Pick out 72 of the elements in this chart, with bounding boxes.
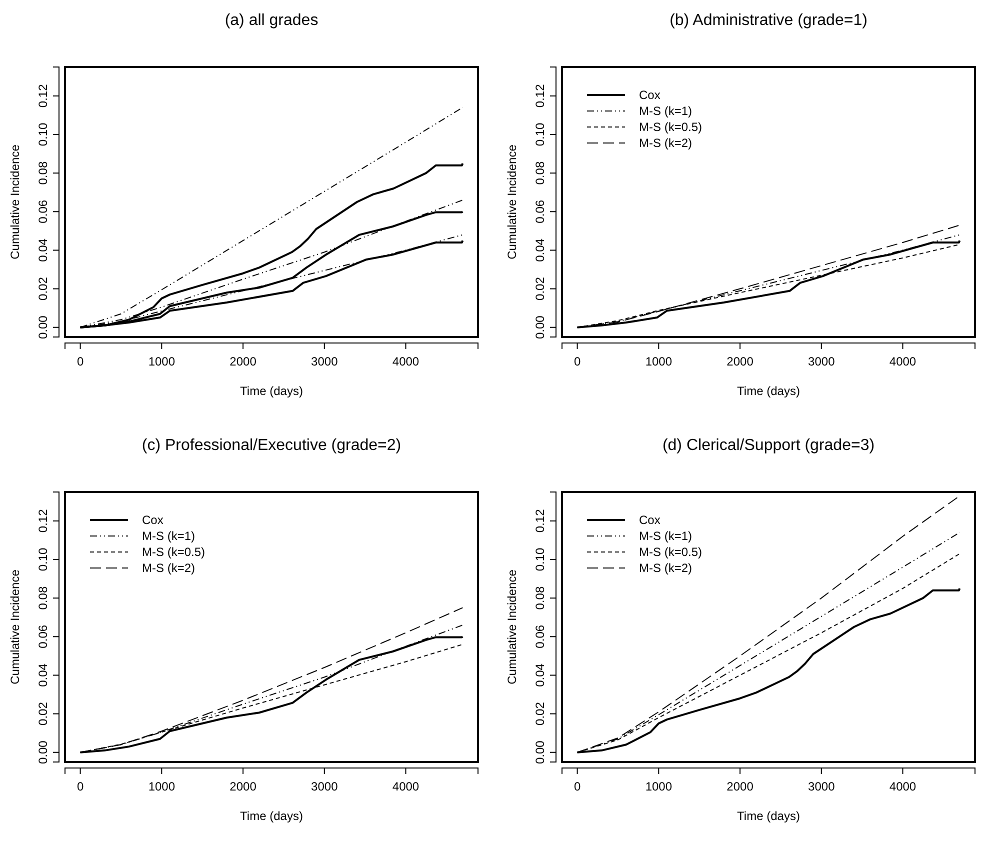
x-tick-label: 2000 <box>230 354 257 369</box>
legend-label: M-S (k=2) <box>639 136 692 150</box>
y-tick-label: 0.04 <box>36 663 50 687</box>
y-axis-title: Cumulative Incidence <box>505 144 519 260</box>
legend-label: M-S (k=1) <box>639 104 692 118</box>
y-tick-label: 0.08 <box>36 161 50 185</box>
y-tick-label: 0.10 <box>36 548 50 572</box>
chart-title: (b) Administrative (grade=1) <box>670 12 868 29</box>
y-tick-label: 0.00 <box>533 740 547 764</box>
x-tick-label: 1000 <box>148 354 176 369</box>
legend-label: Cox <box>142 513 164 527</box>
chart-title: (a) all grades <box>224 12 318 29</box>
y-tick-label: 0.08 <box>533 161 547 185</box>
x-axis-title: Time (days) <box>737 809 800 823</box>
y-tick-label: 0.06 <box>533 200 547 224</box>
y-axis-title: Cumulative Incidence <box>8 569 22 684</box>
y-tick-label: 0.00 <box>36 740 50 764</box>
x-tick-label: 0 <box>574 354 581 369</box>
y-tick-label: 0.12 <box>533 84 547 108</box>
x-tick-label: 1000 <box>645 780 672 794</box>
y-tick-label: 0.12 <box>533 508 547 533</box>
legend-label: M-S (k=0.5) <box>142 545 206 559</box>
legend-label: M-S (k=1) <box>639 529 692 543</box>
y-tick-label: 0.06 <box>533 624 547 648</box>
y-tick-label: 0.08 <box>533 586 547 610</box>
x-tick-label: 4000 <box>889 780 916 794</box>
x-tick-label: 1000 <box>148 780 176 794</box>
y-tick-label: 0.02 <box>533 702 547 726</box>
x-tick-label: 0 <box>76 780 84 794</box>
x-axis-title: Time (days) <box>240 384 303 398</box>
y-tick-label: 0.02 <box>533 276 547 300</box>
y-tick-label: 0.04 <box>533 238 547 262</box>
y-tick-label: 0.04 <box>36 238 50 262</box>
legend-label: M-S (k=2) <box>639 561 692 575</box>
x-tick-label: 3000 <box>311 354 338 369</box>
y-tick-label: 0.06 <box>36 200 50 224</box>
y-tick-label: 0.02 <box>36 276 50 300</box>
y-axis-title: Cumulative Incidence <box>8 144 22 260</box>
x-tick-label: 4000 <box>392 354 420 369</box>
legend-label: Cox <box>639 88 660 102</box>
x-axis-title: Time (days) <box>737 384 800 398</box>
y-tick-label: 0.12 <box>36 508 50 533</box>
legend-label: M-S (k=0.5) <box>639 120 702 134</box>
y-tick-label: 0.12 <box>36 84 50 108</box>
y-tick-label: 0.10 <box>36 122 50 146</box>
x-tick-label: 2000 <box>726 780 754 794</box>
y-tick-label: 0.08 <box>36 586 50 610</box>
legend-label: M-S (k=1) <box>142 529 196 543</box>
x-tick-label: 4000 <box>392 780 420 794</box>
x-tick-label: 3000 <box>808 780 836 794</box>
x-tick-label: 4000 <box>889 354 916 369</box>
x-tick-label: 0 <box>76 354 84 369</box>
x-axis-title: Time (days) <box>240 809 303 823</box>
chart-title: (c) Professional/Executive (grade=2) <box>142 437 402 454</box>
x-tick-label: 2000 <box>230 780 257 794</box>
legend-label: M-S (k=2) <box>142 561 196 575</box>
y-tick-label: 0.06 <box>36 624 50 648</box>
x-tick-label: 0 <box>574 780 581 794</box>
x-tick-label: 1000 <box>645 354 672 369</box>
y-tick-label: 0.04 <box>533 663 547 687</box>
legend-label: Cox <box>639 513 660 527</box>
y-tick-label: 0.02 <box>36 702 50 726</box>
y-axis-title: Cumulative Incidence <box>505 569 519 684</box>
legend-label: M-S (k=0.5) <box>639 545 702 559</box>
y-tick-label: 0.00 <box>36 315 50 340</box>
x-tick-label: 3000 <box>808 354 836 369</box>
y-tick-label: 0.00 <box>533 315 547 340</box>
x-tick-label: 3000 <box>311 780 338 794</box>
y-tick-label: 0.10 <box>533 122 547 146</box>
x-tick-label: 2000 <box>726 354 754 369</box>
y-tick-label: 0.10 <box>533 548 547 572</box>
chart-title: (d) Clerical/Support (grade=3) <box>662 437 875 454</box>
